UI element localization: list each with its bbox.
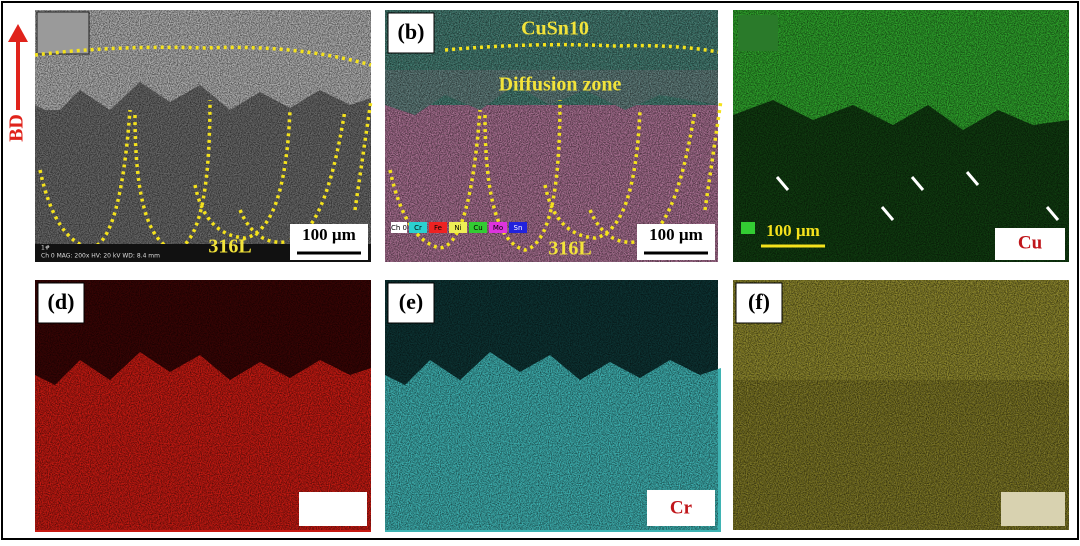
legend-item: Cu: [473, 224, 482, 232]
corner-label: 1#: [41, 245, 50, 252]
panel-a: 1# Ch 0 MAG: 200x HV: 20 kV WD: 8.4 mm 3…: [34, 10, 373, 262]
panel-c: 100 µm Cu: [733, 10, 1069, 262]
label-316l: 316L: [548, 238, 591, 260]
legend-item: Ni: [454, 224, 461, 232]
scale-bar-text: 100 µm: [766, 221, 820, 240]
panel-d: (d): [35, 280, 371, 532]
panel-b: (b) CuSn10 Diffusion zone 316L Ch 0 Cr F…: [385, 10, 723, 262]
legend-item: Ch 0: [391, 224, 407, 232]
panel-label: (f): [748, 289, 770, 314]
build-direction: BD: [6, 24, 28, 142]
panel-label: (b): [398, 19, 425, 44]
panel-f: (f): [733, 280, 1069, 530]
element-label: Cr: [670, 497, 693, 518]
element-label: Cu: [1018, 232, 1043, 253]
panel-label: (d): [48, 289, 75, 314]
legend-item: Mo: [493, 224, 503, 232]
bd-label: BD: [6, 114, 28, 142]
top-text: CuSn10: [521, 18, 589, 40]
label-316l: 316L: [208, 236, 251, 258]
legend-item: Cr: [414, 224, 422, 232]
legend: Ch 0 Cr Fe Ni Cu Mo Sn: [391, 222, 527, 233]
scale-bar-text: 100 µm: [302, 225, 356, 244]
footer: Ch 0 MAG: 200x HV: 20 kV WD: 8.4 mm: [41, 253, 160, 260]
legend-item: Fe: [434, 224, 442, 232]
scale-bar-text: 100 µm: [649, 225, 703, 244]
arrows: [775, 171, 1060, 221]
panel-e: (e) Cr: [385, 280, 721, 532]
middle-text: Diffusion zone: [499, 74, 622, 96]
panel-label: (e): [399, 289, 423, 314]
legend-item: Sn: [514, 224, 523, 232]
